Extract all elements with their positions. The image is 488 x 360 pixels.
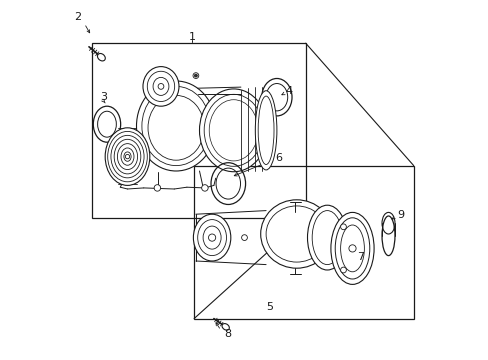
Text: 6: 6	[274, 153, 281, 163]
Ellipse shape	[193, 214, 230, 261]
Text: 2: 2	[75, 12, 81, 22]
Circle shape	[340, 224, 346, 230]
Text: 9: 9	[396, 210, 404, 220]
Ellipse shape	[222, 324, 229, 330]
Text: 3: 3	[100, 92, 107, 102]
Text: 8: 8	[224, 329, 231, 339]
Circle shape	[241, 235, 247, 240]
Circle shape	[194, 74, 197, 77]
Ellipse shape	[307, 205, 346, 270]
Ellipse shape	[97, 54, 105, 61]
Ellipse shape	[142, 67, 179, 106]
Text: 5: 5	[265, 302, 273, 312]
Ellipse shape	[255, 91, 276, 170]
Bar	[91, 43, 305, 218]
Ellipse shape	[105, 128, 149, 185]
Circle shape	[208, 234, 215, 241]
Bar	[194, 166, 413, 319]
Circle shape	[154, 185, 160, 191]
Circle shape	[193, 73, 199, 78]
Text: 4: 4	[285, 86, 292, 96]
Text: 1: 1	[188, 32, 195, 42]
Ellipse shape	[330, 212, 373, 284]
Circle shape	[158, 84, 163, 89]
Ellipse shape	[199, 89, 267, 172]
Ellipse shape	[260, 200, 332, 268]
Circle shape	[340, 267, 346, 273]
Circle shape	[201, 185, 208, 191]
Circle shape	[348, 245, 355, 252]
Ellipse shape	[136, 81, 215, 171]
Circle shape	[125, 154, 129, 159]
Text: 7: 7	[356, 252, 363, 262]
